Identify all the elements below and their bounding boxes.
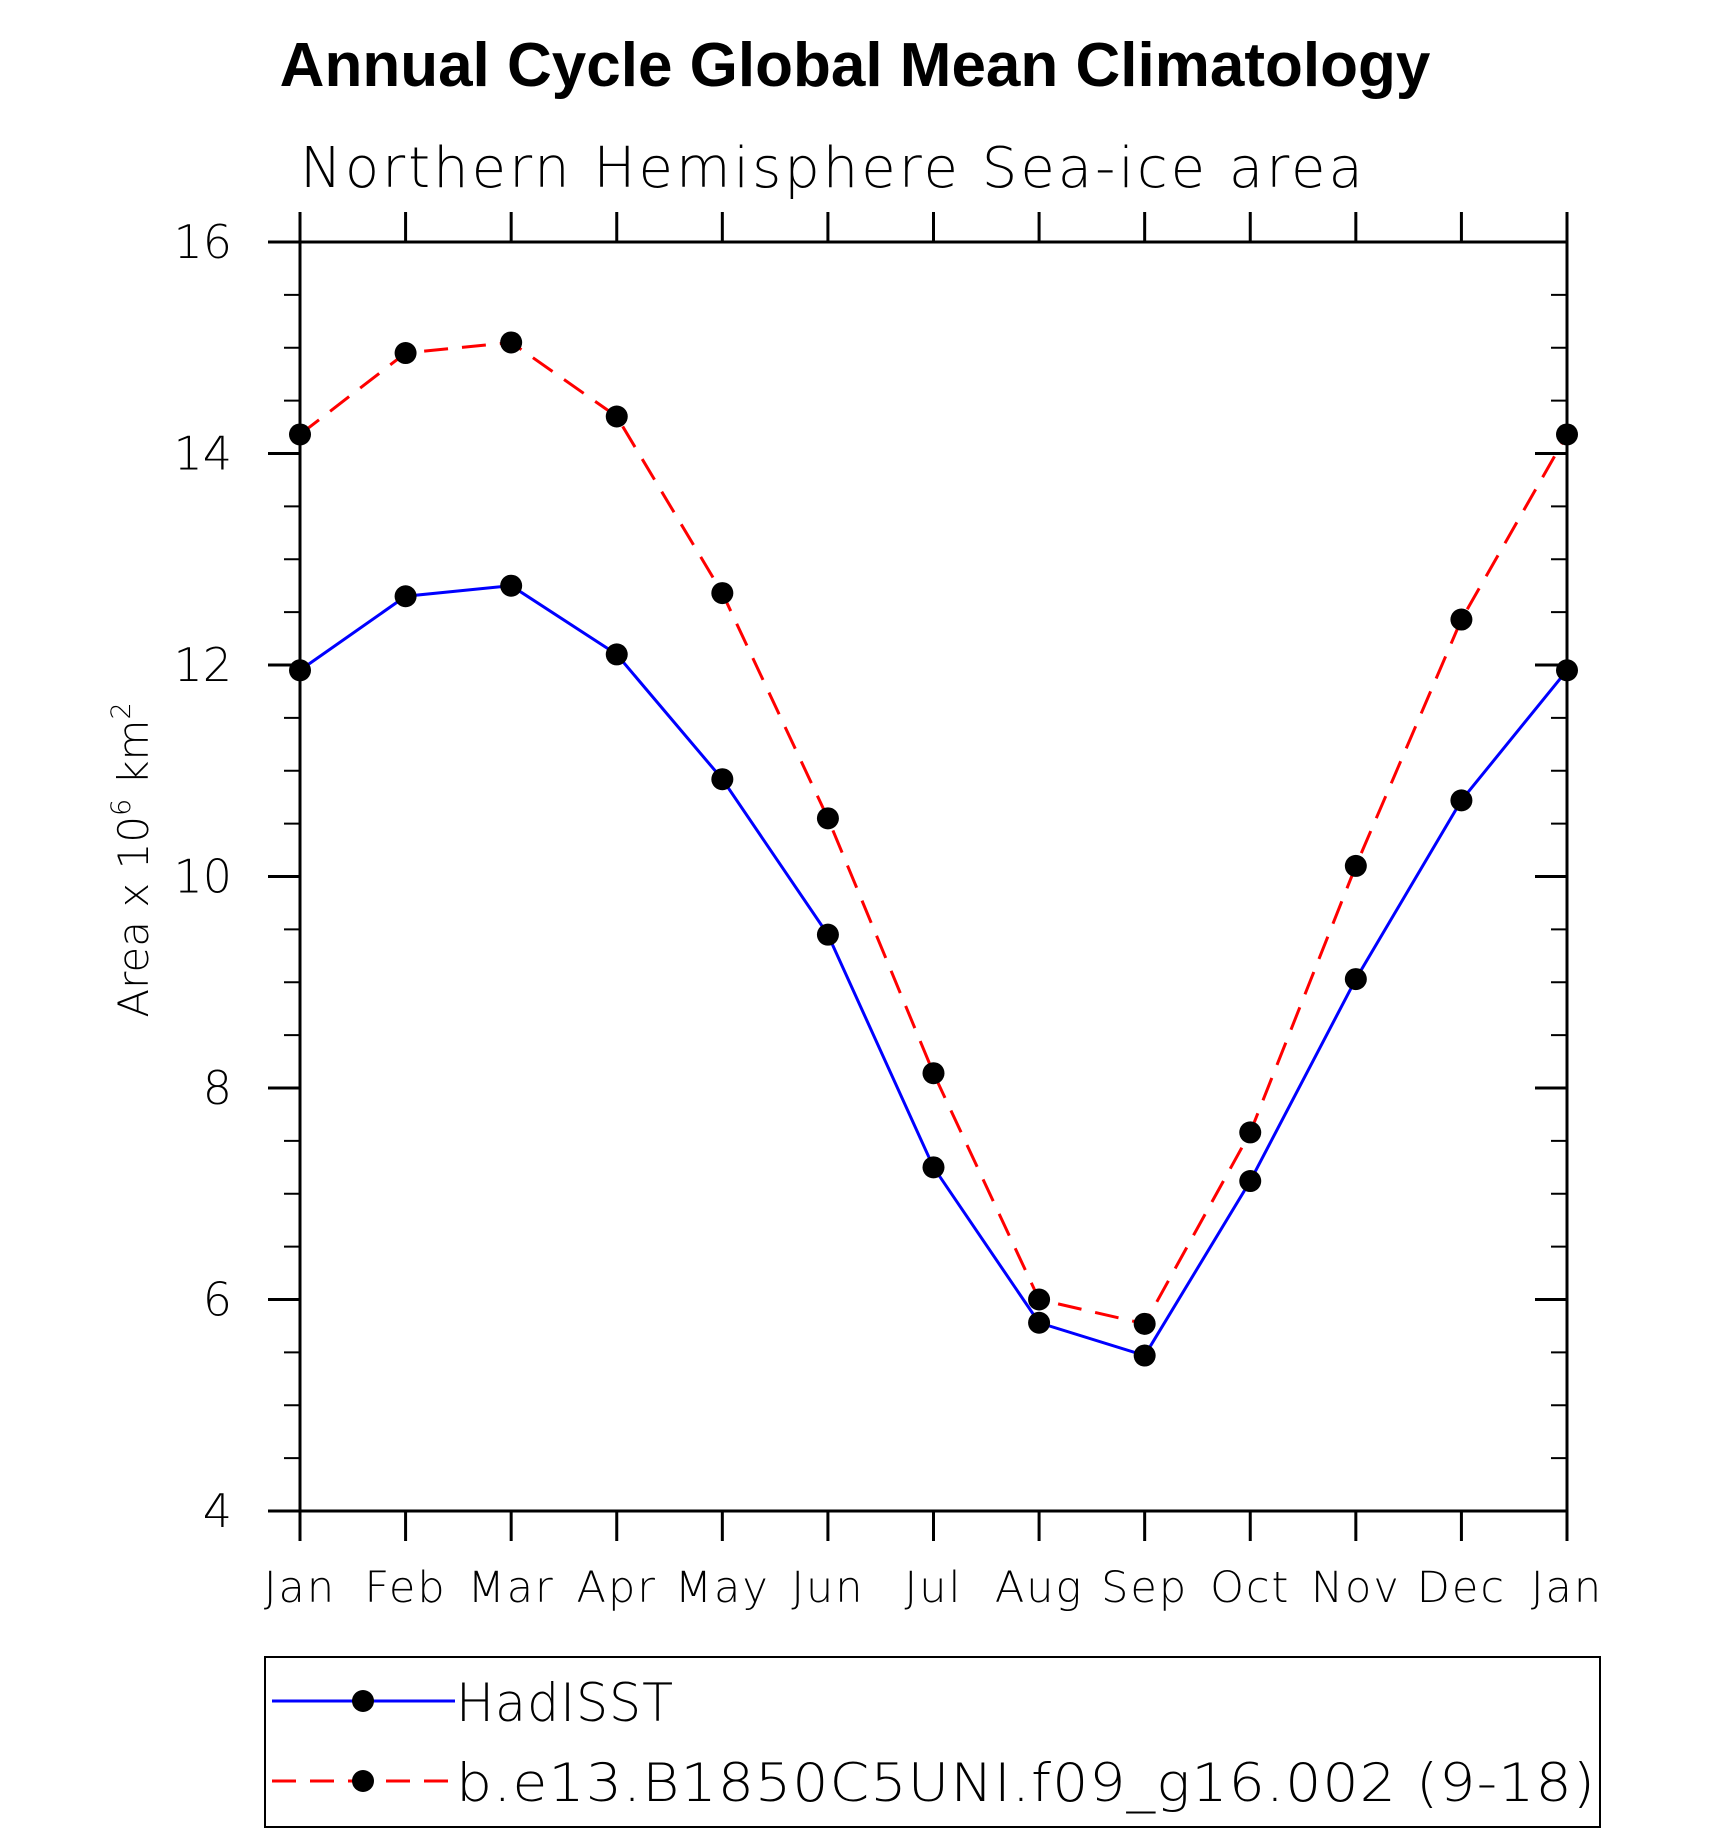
data-point-series-1 — [500, 574, 523, 597]
y-axis-label-unit: km — [109, 720, 158, 785]
y-axis-label-exponent: 6 — [106, 799, 137, 816]
y-axis-label-text: Area x 10 — [109, 816, 158, 1018]
data-point-series-2 — [1344, 854, 1367, 877]
plot-area-border — [298, 240, 1569, 1513]
y-tick-label: 14 — [173, 427, 232, 481]
legend-marker-1 — [352, 1690, 374, 1712]
data-point-series-1 — [1133, 1344, 1156, 1367]
data-point-series-2 — [1450, 608, 1473, 631]
data-point-series-2 — [1556, 423, 1578, 446]
x-tick-label: Mar — [468, 1563, 555, 1613]
x-tick-labels: Jan Feb Mar Apr May Jun Jul Aug Sep Oct Nov Dec Jan — [264, 1563, 1603, 1613]
data-point-series-1 — [394, 585, 417, 608]
y-axis-label-unit-exponent: 2 — [106, 702, 137, 719]
data-point-series-2 — [922, 1062, 945, 1085]
data-point-series-1 — [605, 643, 628, 666]
legend-label-2: b.e13.B1850C5UNI.f09_g16.002 (9-18) — [456, 1753, 1596, 1814]
data-point-series-1 — [1028, 1311, 1051, 1334]
data-point-series-1 — [816, 923, 839, 946]
data-markers — [289, 331, 1578, 1367]
x-tick-label: May — [675, 1563, 770, 1613]
data-point-series-2 — [605, 405, 628, 428]
data-point-series-2 — [1239, 1121, 1262, 1144]
x-tick-label: Aug — [995, 1563, 1083, 1613]
y-tick-label: 12 — [173, 638, 232, 692]
data-point-series-2 — [1133, 1312, 1156, 1335]
data-point-series-1 — [1344, 968, 1367, 991]
axis-ticks — [268, 212, 1569, 1541]
y-tick-label: 8 — [203, 1061, 232, 1115]
series-lines — [299, 340, 1569, 1358]
y-tick-label: 10 — [173, 850, 232, 904]
x-tick-label: Feb — [365, 1563, 447, 1613]
data-point-series-1 — [289, 659, 311, 682]
chart-title: Annual Cycle Global Mean Climatology — [279, 31, 1431, 100]
x-tick-label: Nov — [1311, 1563, 1401, 1613]
data-point-series-2 — [1028, 1288, 1051, 1311]
data-point-series-1 — [1239, 1170, 1262, 1193]
legend-marker-2 — [352, 1770, 374, 1792]
plot-frame — [298, 240, 1569, 1513]
x-tick-label: Dec — [1417, 1563, 1506, 1613]
legend: HadISST b.e13.B1850C5UNI.f09_g16.002 (9-1… — [264, 1656, 1601, 1828]
data-point-series-2 — [289, 423, 311, 446]
chart-subtitle: Northern Hemisphere Sea-ice area — [300, 136, 1366, 201]
y-tick-label: 16 — [173, 215, 232, 269]
legend-box — [264, 1656, 1601, 1828]
data-point-series-1 — [1450, 789, 1473, 812]
data-point-series-2 — [394, 342, 417, 365]
data-point-series-2 — [816, 807, 839, 830]
x-tick-label: Oct — [1210, 1563, 1290, 1613]
x-tick-label: Jan — [264, 1563, 336, 1613]
x-tick-label: Jul — [905, 1563, 963, 1613]
legend-label-1: HadISST — [456, 1673, 674, 1734]
y-tick-label: 6 — [203, 1273, 232, 1327]
y-axis-label: Area x 106 km2 — [106, 702, 158, 1017]
x-tick-label: Jan — [1531, 1563, 1603, 1613]
x-tick-label: Jun — [791, 1563, 864, 1613]
data-point-series-1 — [922, 1156, 945, 1179]
x-tick-label: Apr — [577, 1563, 657, 1613]
legend-items: HadISST b.e13.B1850C5UNI.f09_g16.002 (9-1… — [272, 1673, 1596, 1814]
data-point-series-1 — [1556, 659, 1578, 682]
data-point-series-2 — [711, 582, 734, 605]
x-tick-label: Sep — [1101, 1563, 1188, 1613]
y-tick-label: 4 — [203, 1484, 232, 1538]
y-tick-labels: 4 6 8 10 12 14 16 — [173, 215, 232, 1538]
data-point-series-1 — [711, 768, 734, 791]
data-point-series-2 — [500, 331, 523, 354]
series-line-1 — [299, 584, 1569, 1358]
